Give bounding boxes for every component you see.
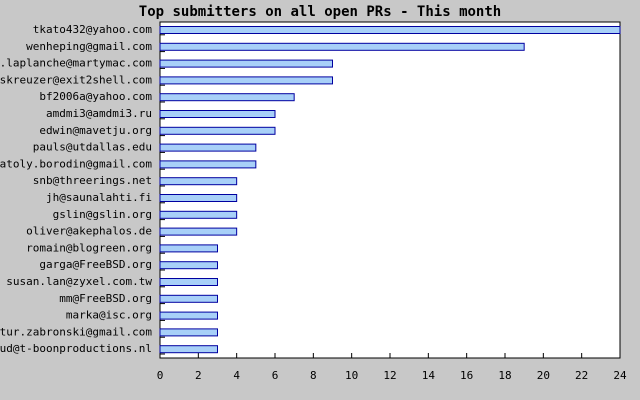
y-tick-label: marka@isc.org bbox=[66, 309, 152, 322]
x-tick-label: 0 bbox=[157, 369, 164, 382]
y-tick-label: pauls@utdallas.edu bbox=[33, 141, 152, 154]
y-tick-label: oliver@akephalos.de bbox=[26, 225, 152, 238]
bar bbox=[159, 110, 276, 118]
bar bbox=[159, 143, 257, 152]
y-tick-label: artur.zabronski@gmail.com bbox=[0, 325, 152, 338]
x-tick-label: 8 bbox=[310, 369, 317, 382]
bar bbox=[159, 311, 218, 320]
x-tick-label: 22 bbox=[575, 369, 588, 382]
plot-area bbox=[159, 21, 621, 359]
y-tick-label: jh@saunalahti.fi bbox=[46, 191, 152, 204]
bar bbox=[159, 261, 218, 270]
bar bbox=[159, 126, 276, 135]
bar bbox=[159, 93, 295, 102]
x-tick-label: 4 bbox=[233, 369, 240, 382]
y-tick-label: snb@threerings.net bbox=[33, 174, 152, 187]
bar bbox=[159, 294, 218, 303]
y-tick-label: ruud@t-boonproductions.nl bbox=[0, 342, 152, 355]
chart-title: Top submitters on all open PRs - This mo… bbox=[139, 4, 501, 20]
x-tick-label: 16 bbox=[460, 369, 473, 382]
x-tick-label: 6 bbox=[272, 369, 279, 382]
bar bbox=[159, 210, 238, 219]
y-tick-label: anatoly.borodin@gmail.com bbox=[0, 157, 152, 170]
y-tick-label: susan.lan@zyxel.com.tw bbox=[6, 275, 152, 288]
bar bbox=[159, 328, 218, 337]
bar bbox=[159, 177, 238, 186]
bar bbox=[159, 227, 238, 236]
y-tick-label: amdmi3@amdmi3.ru bbox=[46, 107, 152, 120]
x-tick-label: 12 bbox=[383, 369, 396, 382]
bar bbox=[159, 76, 333, 85]
y-tick-label: mm@FreeBSD.org bbox=[59, 292, 152, 305]
y-tick-label: gslin@gslin.org bbox=[53, 208, 152, 221]
y-tick-label: el.laplanche@martymac.com bbox=[0, 57, 152, 70]
bar bbox=[159, 244, 218, 253]
y-tick-label: wenheping@gmail.com bbox=[26, 40, 152, 53]
bar bbox=[159, 160, 257, 169]
bar bbox=[159, 59, 333, 68]
y-tick-label: romain@blogreen.org bbox=[26, 241, 152, 254]
x-tick-label: 10 bbox=[345, 369, 358, 382]
bar bbox=[159, 26, 621, 34]
x-tick-label: 14 bbox=[422, 369, 436, 382]
y-tick-label: garga@FreeBSD.org bbox=[39, 258, 152, 271]
bar bbox=[159, 345, 218, 354]
x-tick-label: 18 bbox=[498, 369, 511, 382]
y-tick-label: bf2006a@yahoo.com bbox=[39, 90, 152, 103]
x-tick-label: 24 bbox=[613, 369, 627, 382]
x-tick-label: 2 bbox=[195, 369, 202, 382]
bar bbox=[159, 194, 238, 202]
bar bbox=[159, 42, 525, 51]
y-tick-label: skreuzer@exit2shell.com bbox=[0, 73, 152, 86]
bar bbox=[159, 278, 218, 286]
y-tick-label: edwin@mavetju.org bbox=[39, 124, 152, 137]
x-tick-label: 20 bbox=[537, 369, 550, 382]
y-tick-label: tkato432@yahoo.com bbox=[33, 23, 153, 36]
